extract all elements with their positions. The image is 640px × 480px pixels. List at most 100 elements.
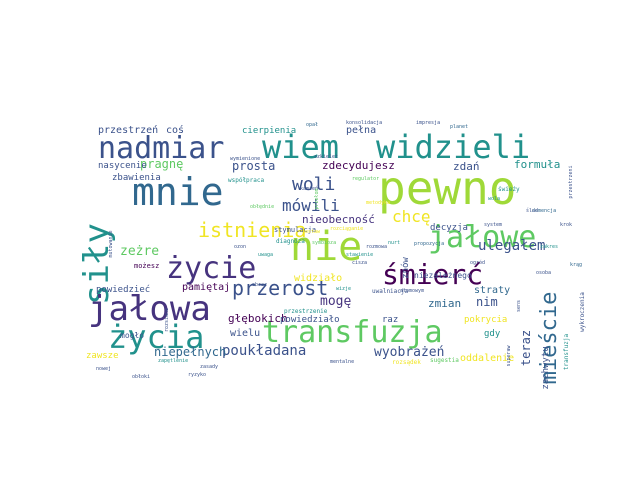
cloud-word: powiedzieć	[96, 284, 150, 295]
cloud-word: zachwytu	[541, 346, 551, 389]
cloud-word: ślad	[526, 207, 538, 214]
cloud-word: obraz	[252, 282, 267, 288]
cloud-word: mentalne	[330, 359, 354, 365]
cloud-word: mówili	[282, 196, 340, 215]
cloud-word: nie	[290, 224, 362, 270]
cloud-word: wielu	[230, 328, 260, 339]
cloud-word: sens	[516, 300, 522, 312]
cloud-word: przestrzeni	[568, 165, 574, 198]
cloud-word: rozsiane	[164, 308, 170, 332]
cloud-word: wizje	[336, 286, 351, 292]
cloud-word: pokrycia	[464, 315, 507, 325]
cloud-word: transfuzja	[262, 315, 443, 350]
cloud-word: poukładana	[222, 343, 306, 359]
cloud-word: mogło	[120, 331, 144, 340]
cloud-word: nim	[476, 295, 498, 309]
cloud-word: niezależnego	[414, 271, 472, 280]
cloud-word: znów	[400, 257, 411, 279]
cloud-word: planet	[450, 124, 468, 130]
cloud-word: symbioza	[312, 240, 336, 246]
cloud-word: mutowanie	[108, 230, 114, 257]
cloud-word: atomowym	[400, 288, 424, 294]
cloud-word: zeżre	[120, 244, 159, 259]
cloud-word: zmian	[428, 297, 461, 310]
cloud-word: rozciąganie	[330, 226, 363, 232]
cloud-word: impresja	[416, 120, 440, 126]
cloud-word: obłoki	[132, 374, 150, 380]
cloud-word: nowej	[96, 366, 111, 372]
cloud-word: coś	[166, 124, 184, 136]
cloud-word: zestaw	[302, 229, 321, 235]
cloud-word: jałowe	[428, 220, 536, 255]
cloud-word: mnie	[132, 170, 224, 214]
cloud-word: niepełnych	[154, 345, 226, 359]
cloud-word: nasycenie	[98, 161, 147, 171]
cloud-word: widziało	[294, 273, 342, 284]
cloud-word: przestrzenie	[284, 308, 328, 315]
cloud-word: cisza	[352, 260, 367, 266]
cloud-word: rozsądek	[392, 359, 421, 366]
cloud-word: formuła	[514, 158, 560, 171]
cloud-word: pragnę	[140, 157, 183, 171]
cloud-word: ulegałem	[478, 238, 545, 254]
cloud-word: uwalniacja	[372, 288, 409, 295]
cloud-word: cierpienia	[242, 126, 296, 136]
cloud-word: przerost	[232, 276, 328, 300]
cloud-word: oddalenie	[460, 353, 514, 364]
cloud-word: wyobrażeń	[374, 345, 444, 360]
cloud-word: mogę	[320, 294, 351, 309]
cloud-word: raz	[382, 315, 398, 325]
cloud-word: decyzja	[430, 223, 468, 233]
cloud-word: sugestia	[430, 357, 459, 364]
cloud-word: mieście	[537, 292, 562, 385]
cloud-word: życia	[108, 318, 204, 356]
cloud-word: zasady	[200, 364, 218, 370]
cloud-word: zakres	[540, 244, 558, 250]
cloud-word: konsolidacja	[346, 120, 382, 126]
cloud-word: nurt	[388, 240, 400, 246]
cloud-word: jałowa	[88, 289, 211, 329]
cloud-word: wiem	[262, 128, 339, 166]
cloud-word: demencja	[532, 208, 556, 214]
cloud-word: zbawienia	[112, 173, 161, 183]
cloud-word: opał	[306, 122, 318, 128]
cloud-word: powiedziało	[280, 315, 340, 325]
cloud-word: widzieli	[376, 128, 530, 166]
cloud-word: uwaga	[258, 252, 273, 258]
cloud-word: głębokich	[228, 312, 288, 325]
cloud-word: propozycja	[414, 241, 444, 247]
cloud-word: regulator	[352, 176, 379, 182]
cloud-word: współpraca	[228, 177, 265, 184]
cloud-word: zawsze	[86, 351, 119, 361]
cloud-word: stawienie	[346, 252, 373, 258]
cloud-word: osoba	[536, 270, 551, 276]
cloud-word: pewno	[378, 161, 516, 215]
cloud-word: gdy	[484, 329, 501, 339]
cloud-word: ozon	[234, 244, 246, 250]
cloud-word: obłędnie	[250, 204, 274, 210]
cloud-word: istnienia	[198, 218, 306, 242]
cloud-word: straty	[474, 285, 510, 296]
cloud-word: stymulacja	[274, 226, 316, 234]
cloud-word: kamień	[300, 185, 318, 192]
cloud-word: szkielet	[314, 154, 338, 160]
cloud-word: świeży	[498, 186, 520, 193]
cloud-word: zapętlenie	[158, 358, 188, 364]
cloud-word: wymienione	[230, 156, 260, 162]
cloud-word: wola	[488, 196, 500, 202]
cloud-word: rozmowa	[366, 244, 387, 250]
cloud-word: nadmiar	[98, 131, 224, 166]
cloud-word: przełom	[314, 188, 320, 209]
cloud-word: transfuzja	[563, 334, 570, 371]
cloud-word: metodyka	[366, 200, 390, 206]
cloud-word: krąg	[570, 262, 582, 268]
cloud-word: siły	[77, 223, 117, 305]
cloud-word: pamiętaj	[182, 282, 230, 293]
cloud-word: ryzyko	[188, 372, 206, 378]
cloud-word: możesz	[134, 262, 159, 270]
cloud-word: nieobecność	[302, 213, 375, 226]
cloud-word: śmierć	[382, 258, 483, 291]
cloud-word: życie	[166, 251, 256, 286]
